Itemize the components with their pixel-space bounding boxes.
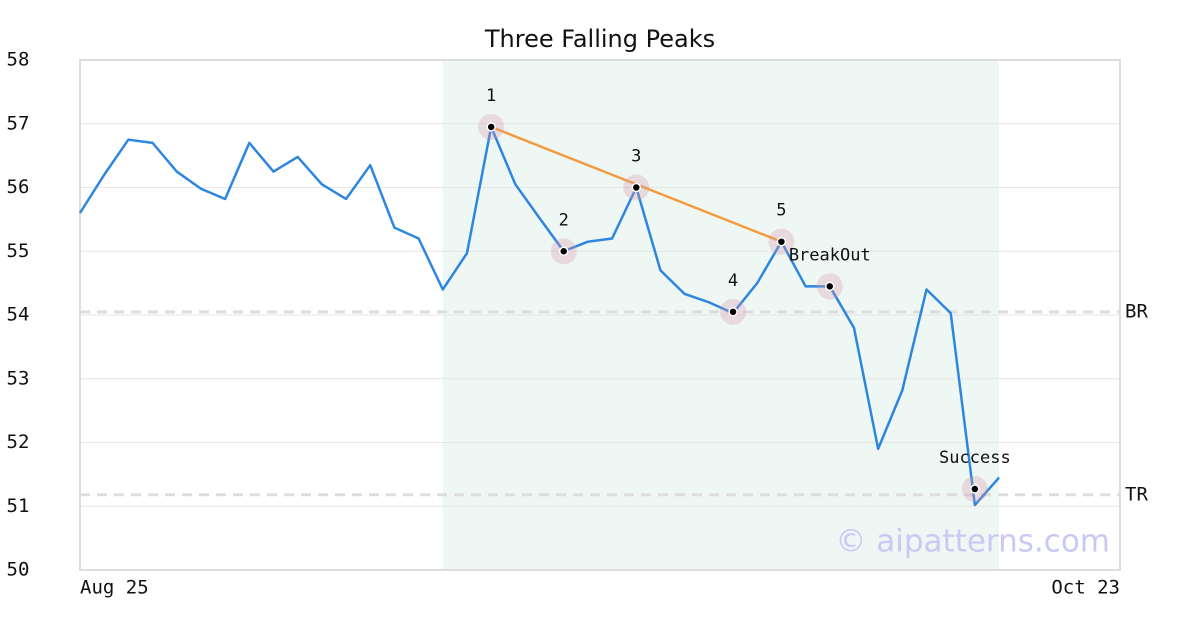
y-tick-label: 50 [7,559,30,581]
marker-label: BreakOut [789,245,871,265]
marker-label: Success [939,448,1011,468]
watermark: © aipatterns.com [835,524,1110,560]
plot-frame [79,59,1121,571]
x-tick-label: Oct 23 [1051,577,1120,599]
marker-dot [728,307,738,317]
y-tick-label: 51 [7,495,30,517]
marker-label: 4 [728,271,738,291]
y-tick-label: 56 [7,176,30,198]
marker-label: 3 [631,147,641,167]
y-tick-label: 54 [7,304,30,326]
y-tick-label: 58 [7,49,30,71]
y-tick-label: 55 [7,240,30,262]
marker-dot [825,281,835,292]
marker-dot [970,484,980,494]
marker-dot [776,236,787,247]
chart-title: Three Falling Peaks [484,25,715,53]
y-tick-label: 53 [7,367,30,389]
marker-label: 2 [559,210,569,230]
level-label: BR [1125,300,1148,322]
marker-dot [558,246,569,256]
marker-label: 5 [776,201,786,221]
y-tick-label: 57 [7,112,30,134]
level-label: TR [1125,483,1148,505]
marker-label: 1 [486,86,496,106]
price-line [78,125,1001,507]
marker-dot [631,182,642,193]
x-tick-label: Aug 25 [80,577,149,599]
y-tick-label: 52 [7,431,30,453]
marker-dot [486,122,496,132]
